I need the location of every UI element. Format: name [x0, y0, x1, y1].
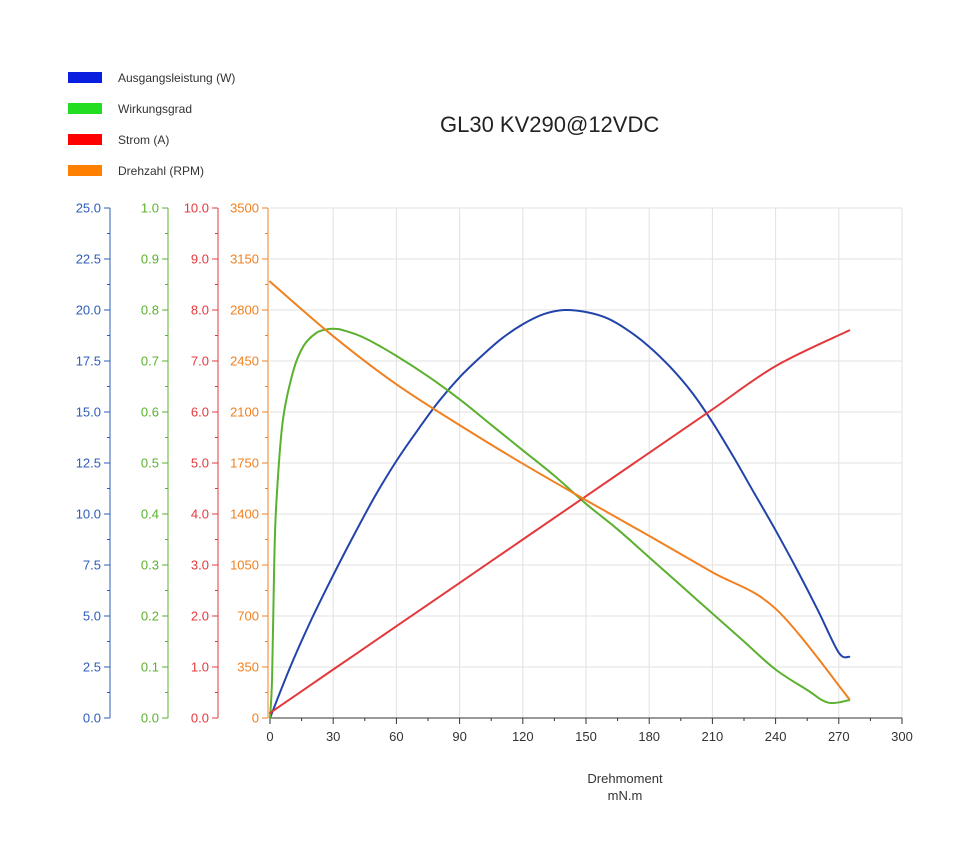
- legend-swatch-power: [68, 72, 102, 83]
- legend-label-speed: Drehzahl (RPM): [118, 163, 205, 178]
- y-tick-label-efficiency: 0.8: [141, 303, 159, 318]
- y-tick-label-efficiency: 0.5: [141, 456, 159, 471]
- y-tick-label-power: 17.5: [76, 354, 101, 369]
- x-tick-label: 120: [512, 729, 534, 744]
- x-tick-label: 300: [891, 729, 913, 744]
- y-tick-label-current: 8.0: [191, 303, 209, 318]
- x-tick-label: 0: [266, 729, 273, 744]
- y-tick-label-speed: 700: [237, 609, 259, 624]
- legend-swatch-speed: [68, 165, 102, 176]
- x-tick-label: 270: [828, 729, 850, 744]
- legend-item-efficiency[interactable]: Wirkungsgrad: [68, 93, 235, 124]
- y-tick-label-efficiency: 0.2: [141, 609, 159, 624]
- y-tick-label-speed: 2450: [230, 354, 259, 369]
- x-tick-label: 180: [638, 729, 660, 744]
- y-tick-label-speed: 3500: [230, 201, 259, 216]
- chart-title: GL30 KV290@12VDC: [440, 112, 660, 137]
- y-tick-label-speed: 1400: [230, 507, 259, 522]
- y-tick-label-power: 12.5: [76, 456, 101, 471]
- x-axis-unit: mN.m: [607, 788, 643, 803]
- x-tick-label: 90: [452, 729, 466, 744]
- y-tick-label-speed: 1750: [230, 456, 259, 471]
- y-tick-label-efficiency: 1.0: [141, 201, 159, 216]
- x-tick-label: 240: [765, 729, 787, 744]
- axes: 0 30 60 90 120 150 180 210 240 270 300 0.0 2.5 5.0 7.5…: [76, 201, 913, 745]
- legend: Ausgangsleistung (W) Wirkungsgrad Strom …: [68, 62, 235, 186]
- y-tick-label-speed: 350: [237, 660, 259, 675]
- y-tick-label-current: 5.0: [191, 456, 209, 471]
- y-tick-label-speed: 2100: [230, 405, 259, 420]
- y-tick-label-efficiency: 0.1: [141, 660, 159, 675]
- legend-item-speed[interactable]: Drehzahl (RPM): [68, 155, 235, 186]
- y-tick-label-current: 10.0: [184, 201, 209, 216]
- y-tick-label-efficiency: 0.9: [141, 252, 159, 267]
- gridlines: [270, 207, 903, 718]
- y-tick-label-power: 10.0: [76, 507, 101, 522]
- y-tick-label-power: 15.0: [76, 405, 101, 420]
- legend-item-power[interactable]: Ausgangsleistung (W): [68, 62, 235, 93]
- y-tick-label-speed: 2800: [230, 303, 259, 318]
- y-tick-label-power: 5.0: [83, 609, 101, 624]
- legend-label-current: Strom (A): [118, 132, 170, 147]
- x-axis-label: Drehmoment: [587, 771, 663, 786]
- y-tick-label-current: 1.0: [191, 660, 209, 675]
- y-tick-label-efficiency: 0.6: [141, 405, 159, 420]
- y-tick-label-power: 20.0: [76, 303, 101, 318]
- series-line-efficiency: [269, 327, 851, 719]
- y-tick-label-power: 22.5: [76, 252, 101, 267]
- legend-swatch-current: [68, 134, 102, 145]
- x-tick-label: 150: [575, 729, 597, 744]
- legend-item-current[interactable]: Strom (A): [68, 124, 235, 155]
- y-tick-label-efficiency: 0.7: [141, 354, 159, 369]
- y-tick-label-power: 7.5: [83, 558, 101, 573]
- y-tick-label-current: 9.0: [191, 252, 209, 267]
- y-tick-label-speed: 1050: [230, 558, 259, 573]
- x-tick-label: 30: [326, 729, 340, 744]
- y-tick-label-speed: 3150: [230, 252, 259, 267]
- series-line-power: [269, 308, 851, 719]
- legend-label-efficiency: Wirkungsgrad: [118, 101, 193, 116]
- series-line-speed: [269, 280, 851, 701]
- x-tick-label: 210: [702, 729, 724, 744]
- legend-label-power: Ausgangsleistung (W): [118, 70, 236, 85]
- x-axis-title: Drehmoment mN.m: [560, 770, 690, 804]
- series-lines: [269, 280, 851, 719]
- y-tick-label-current: 3.0: [191, 558, 209, 573]
- y-tick-label-efficiency: 0.0: [141, 711, 159, 726]
- legend-swatch-efficiency: [68, 103, 102, 114]
- y-tick-label-current: 6.0: [191, 405, 209, 420]
- y-tick-label-efficiency: 0.4: [141, 507, 159, 522]
- y-tick-label-current: 4.0: [191, 507, 209, 522]
- y-tick-label-current: 2.0: [191, 609, 209, 624]
- y-tick-label-power: 0.0: [83, 711, 101, 726]
- series-line-current: [269, 329, 851, 714]
- y-tick-label-power: 25.0: [76, 201, 101, 216]
- x-tick-label: 60: [389, 729, 403, 744]
- y-tick-label-current: 0.0: [191, 711, 209, 726]
- y-tick-label-speed: 0: [252, 711, 259, 726]
- y-tick-label-efficiency: 0.3: [141, 558, 159, 573]
- y-tick-label-current: 7.0: [191, 354, 209, 369]
- y-tick-label-power: 2.5: [83, 660, 101, 675]
